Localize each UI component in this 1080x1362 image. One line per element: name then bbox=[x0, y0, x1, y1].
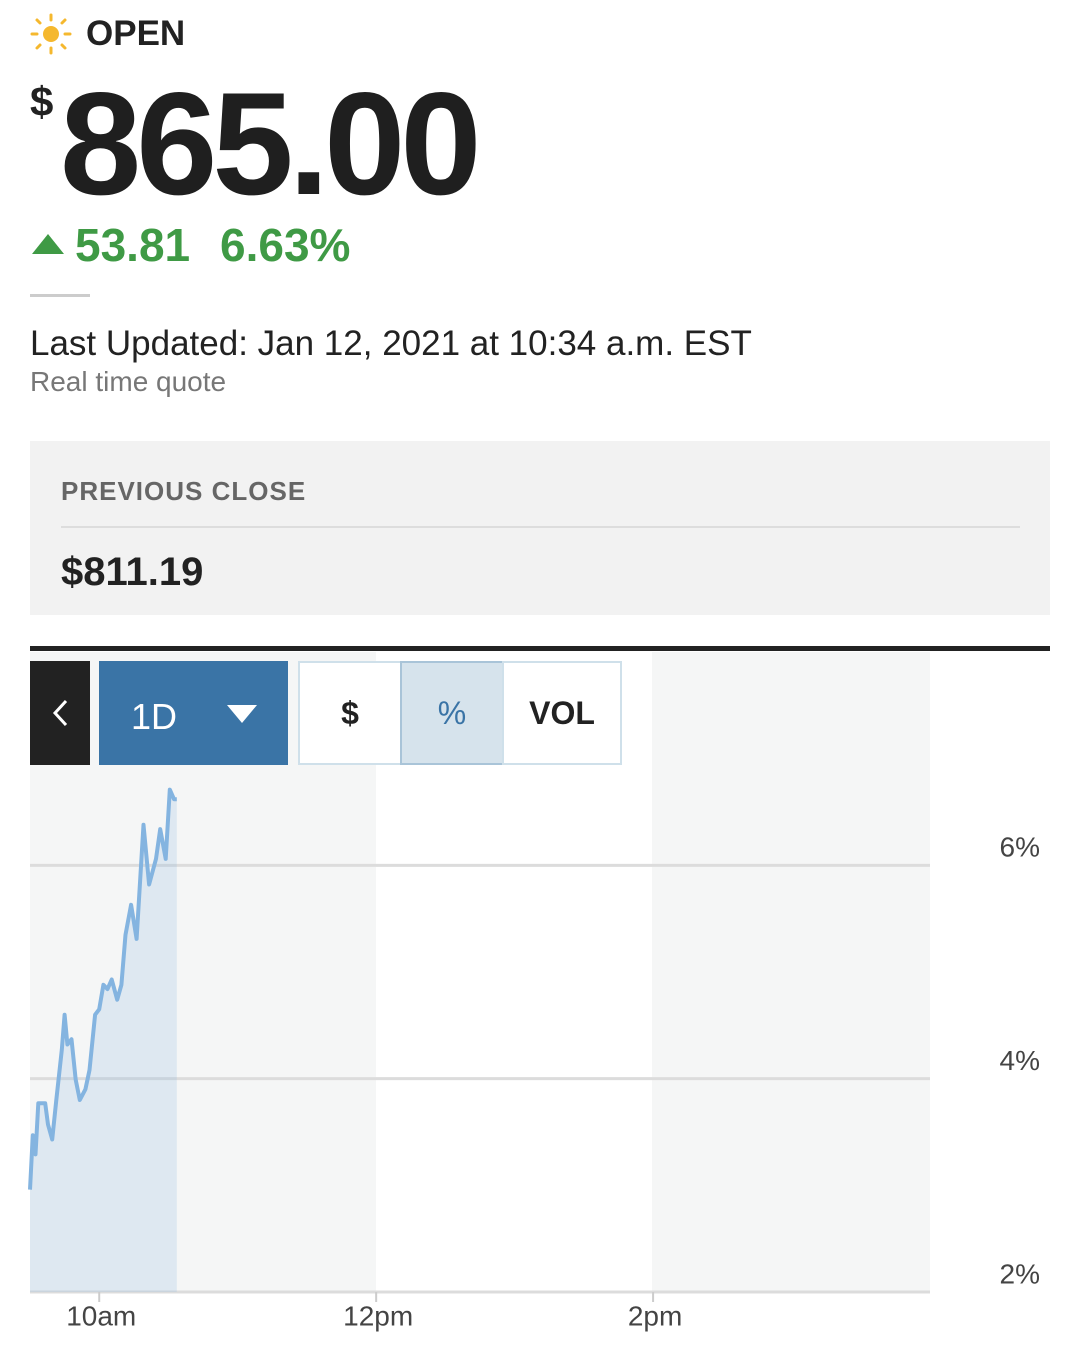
up-arrow bbox=[32, 234, 64, 254]
previous-close-panel bbox=[30, 441, 1050, 615]
line bbox=[28, 787, 177, 1190]
previous-close-value: $811.19 bbox=[61, 550, 204, 594]
divider bbox=[30, 646, 1050, 651]
panel-divider bbox=[61, 526, 1020, 528]
session-band bbox=[652, 652, 930, 1292]
separator bbox=[30, 294, 90, 297]
sun-icon bbox=[30, 13, 72, 55]
y-tick-label: 4% bbox=[1000, 1045, 1040, 1076]
quote-type: Real time quote bbox=[30, 366, 227, 397]
market-status: OPEN bbox=[86, 14, 186, 53]
x-tick-label: 10am bbox=[66, 1300, 136, 1331]
range-label: 1D bbox=[131, 696, 178, 737]
dropdown-arrow bbox=[227, 705, 257, 723]
area bbox=[30, 789, 177, 1292]
back-button[interactable] bbox=[30, 661, 90, 765]
currency-symbol: $ bbox=[30, 78, 54, 125]
mode-button[interactable]: % bbox=[400, 661, 504, 765]
y-tick-label: 6% bbox=[1000, 832, 1040, 863]
previous-close-label: PREVIOUS CLOSE bbox=[61, 476, 307, 506]
change-amount: 53.81 bbox=[75, 219, 191, 271]
y-tick-label: 2% bbox=[1000, 1258, 1040, 1289]
chevron bbox=[52, 699, 68, 727]
mode-button[interactable]: $ bbox=[298, 661, 402, 765]
price: 865.00 bbox=[60, 62, 482, 225]
mode-button[interactable]: VOL bbox=[502, 661, 622, 765]
change-percent: 6.63% bbox=[220, 219, 351, 271]
x-tick-label: 2pm bbox=[628, 1300, 682, 1331]
range-dropdown[interactable] bbox=[99, 661, 288, 765]
last-updated: Last Updated: Jan 12, 2021 at 10:34 a.m.… bbox=[30, 324, 752, 363]
x-tick-label: 12pm bbox=[343, 1300, 413, 1331]
